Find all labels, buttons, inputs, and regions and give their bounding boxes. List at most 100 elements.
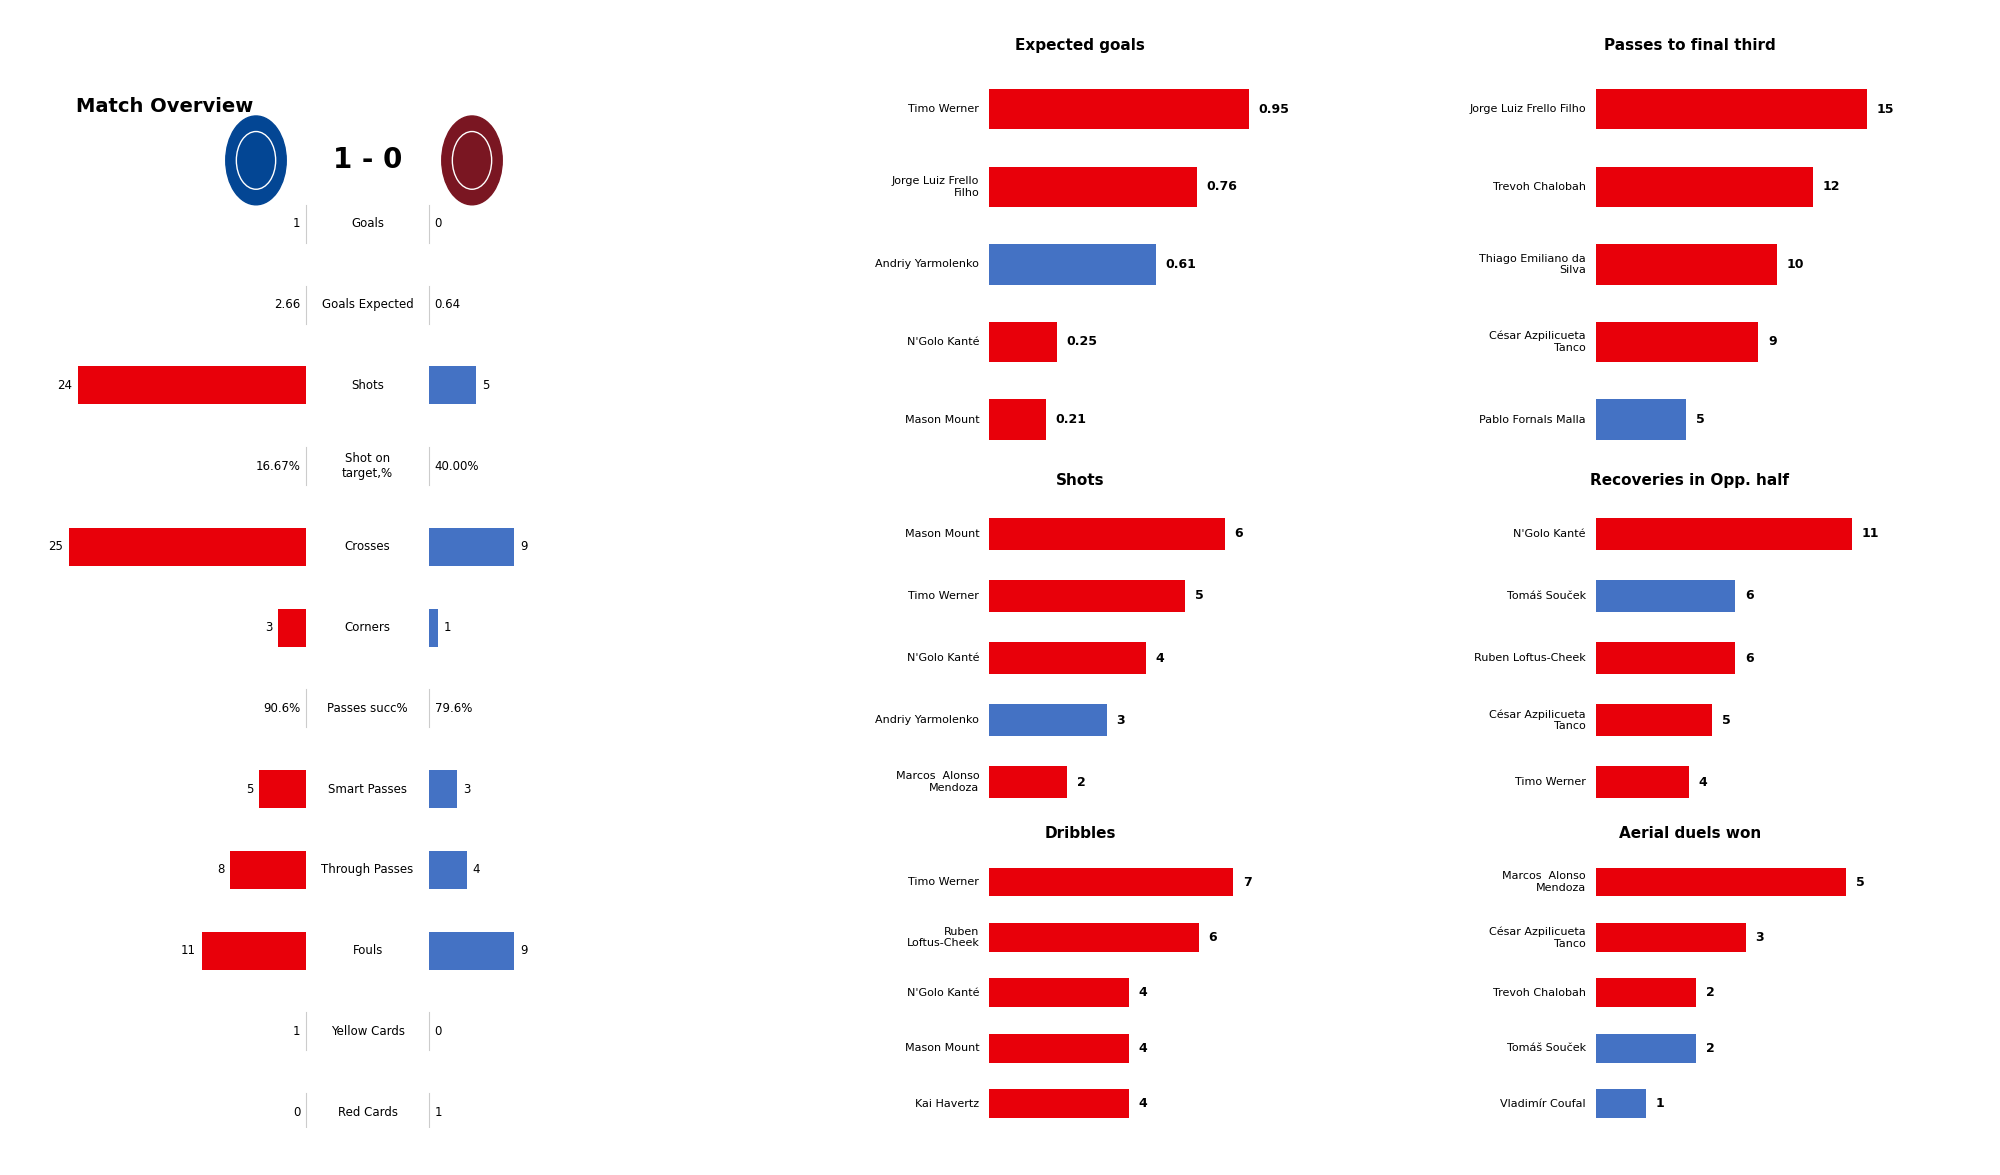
FancyBboxPatch shape <box>428 367 476 404</box>
Text: 0.25: 0.25 <box>1066 336 1098 349</box>
Text: 4: 4 <box>1156 651 1164 665</box>
Text: Mason Mount: Mason Mount <box>904 529 980 539</box>
Text: 40.00%: 40.00% <box>434 459 480 472</box>
Text: Shots: Shots <box>352 378 384 391</box>
Text: César Azpilicueta
Tanco: César Azpilicueta Tanco <box>1490 331 1586 352</box>
Text: 1: 1 <box>1656 1097 1664 1110</box>
Text: Timo Werner: Timo Werner <box>908 105 980 114</box>
Text: Trevoh Chalobah: Trevoh Chalobah <box>1492 988 1586 998</box>
Text: Crosses: Crosses <box>344 540 390 553</box>
Text: Pablo Fornals Malla: Pablo Fornals Malla <box>1480 415 1586 424</box>
Bar <box>988 89 1248 129</box>
Text: Mason Mount: Mason Mount <box>904 415 980 424</box>
Text: 0.64: 0.64 <box>434 298 460 311</box>
Text: Jorge Luiz Frello
Filho: Jorge Luiz Frello Filho <box>892 176 980 197</box>
Bar <box>988 704 1106 737</box>
Text: Passes succ%: Passes succ% <box>328 701 408 714</box>
Bar <box>1596 1089 1646 1119</box>
Bar <box>988 924 1198 952</box>
Bar <box>1596 167 1812 207</box>
Text: 11: 11 <box>1862 528 1878 540</box>
Text: Andriy Yarmolenko: Andriy Yarmolenko <box>876 260 980 269</box>
Text: 0.95: 0.95 <box>1258 102 1288 115</box>
Text: Ruben Loftus-Cheek: Ruben Loftus-Cheek <box>1474 653 1586 663</box>
Text: 5: 5 <box>1696 414 1704 427</box>
Bar <box>1596 400 1686 439</box>
Bar <box>1596 89 1868 129</box>
Text: Goals: Goals <box>352 217 384 230</box>
Text: Mason Mount: Mason Mount <box>904 1043 980 1053</box>
Text: 3: 3 <box>464 783 470 795</box>
Bar <box>988 400 1046 439</box>
Text: 15: 15 <box>1876 102 1894 115</box>
Bar <box>988 642 1146 674</box>
Text: Fouls: Fouls <box>352 945 382 958</box>
Circle shape <box>226 116 286 204</box>
Text: Trevoh Chalobah: Trevoh Chalobah <box>1492 182 1586 192</box>
Text: Jorge Luiz Frello Filho: Jorge Luiz Frello Filho <box>1470 105 1586 114</box>
Title: Recoveries in Opp. half: Recoveries in Opp. half <box>1590 474 1790 488</box>
Text: Smart Passes: Smart Passes <box>328 783 408 795</box>
Text: Vladimír Coufal: Vladimír Coufal <box>1500 1099 1586 1109</box>
Text: 5: 5 <box>1722 713 1730 726</box>
Bar <box>1596 322 1758 362</box>
Text: Ruben
Loftus-Cheek: Ruben Loftus-Cheek <box>906 927 980 948</box>
Text: N'Golo Kanté: N'Golo Kanté <box>1514 529 1586 539</box>
Title: Passes to final third: Passes to final third <box>1604 39 1776 53</box>
Text: 5: 5 <box>1194 590 1204 603</box>
FancyBboxPatch shape <box>230 851 306 889</box>
Text: 4: 4 <box>1138 986 1146 1000</box>
FancyBboxPatch shape <box>428 851 466 889</box>
Text: 1: 1 <box>294 1025 300 1038</box>
Text: N'Golo Kanté: N'Golo Kanté <box>906 337 980 347</box>
FancyBboxPatch shape <box>202 932 306 969</box>
FancyBboxPatch shape <box>258 770 306 808</box>
Circle shape <box>442 116 502 204</box>
Text: 1: 1 <box>294 217 300 230</box>
Text: 0: 0 <box>294 1106 300 1119</box>
Text: 1 - 0: 1 - 0 <box>332 147 402 174</box>
Text: 4: 4 <box>1698 776 1708 788</box>
Text: 6: 6 <box>1208 931 1216 944</box>
Text: 3: 3 <box>1756 931 1764 944</box>
FancyBboxPatch shape <box>428 932 514 969</box>
Text: Goals Expected: Goals Expected <box>322 298 414 311</box>
Bar <box>1596 244 1776 284</box>
Text: 0: 0 <box>434 1025 442 1038</box>
Text: César Azpilicueta
Tanco: César Azpilicueta Tanco <box>1490 926 1586 948</box>
Text: 4: 4 <box>1138 1042 1146 1055</box>
Text: Tomáš Souček: Tomáš Souček <box>1506 591 1586 600</box>
Text: Red Cards: Red Cards <box>338 1106 398 1119</box>
Text: 3: 3 <box>1116 713 1124 726</box>
Bar <box>1596 1034 1696 1062</box>
Text: N'Golo Kanté: N'Golo Kanté <box>906 653 980 663</box>
Text: 5: 5 <box>246 783 254 795</box>
Text: Through Passes: Through Passes <box>322 864 414 877</box>
Text: 0: 0 <box>434 217 442 230</box>
Text: 24: 24 <box>58 378 72 391</box>
Text: 2: 2 <box>1706 986 1714 1000</box>
Text: 2: 2 <box>1706 1042 1714 1055</box>
Text: 5: 5 <box>1856 875 1864 888</box>
Text: 1: 1 <box>434 1106 442 1119</box>
Bar <box>1596 704 1712 737</box>
FancyBboxPatch shape <box>68 528 306 566</box>
Bar <box>988 167 1196 207</box>
Bar <box>988 867 1234 897</box>
Text: Thiago Emiliano da
Silva: Thiago Emiliano da Silva <box>1478 254 1586 275</box>
Text: 9: 9 <box>520 945 528 958</box>
Bar <box>988 1034 1128 1062</box>
Text: Marcos  Alonso
Mendoza: Marcos Alonso Mendoza <box>1502 871 1586 893</box>
Bar <box>1596 579 1736 612</box>
Text: Yellow Cards: Yellow Cards <box>330 1025 404 1038</box>
Bar <box>988 244 1156 284</box>
Title: Dribbles: Dribbles <box>1044 826 1116 840</box>
Text: Timo Werner: Timo Werner <box>908 591 980 600</box>
Title: Expected goals: Expected goals <box>1016 39 1144 53</box>
Text: 25: 25 <box>48 540 64 553</box>
Text: Corners: Corners <box>344 622 390 634</box>
Bar <box>1596 924 1746 952</box>
Text: Andriy Yarmolenko: Andriy Yarmolenko <box>876 716 980 725</box>
Text: 6: 6 <box>1744 590 1754 603</box>
FancyBboxPatch shape <box>428 770 458 808</box>
